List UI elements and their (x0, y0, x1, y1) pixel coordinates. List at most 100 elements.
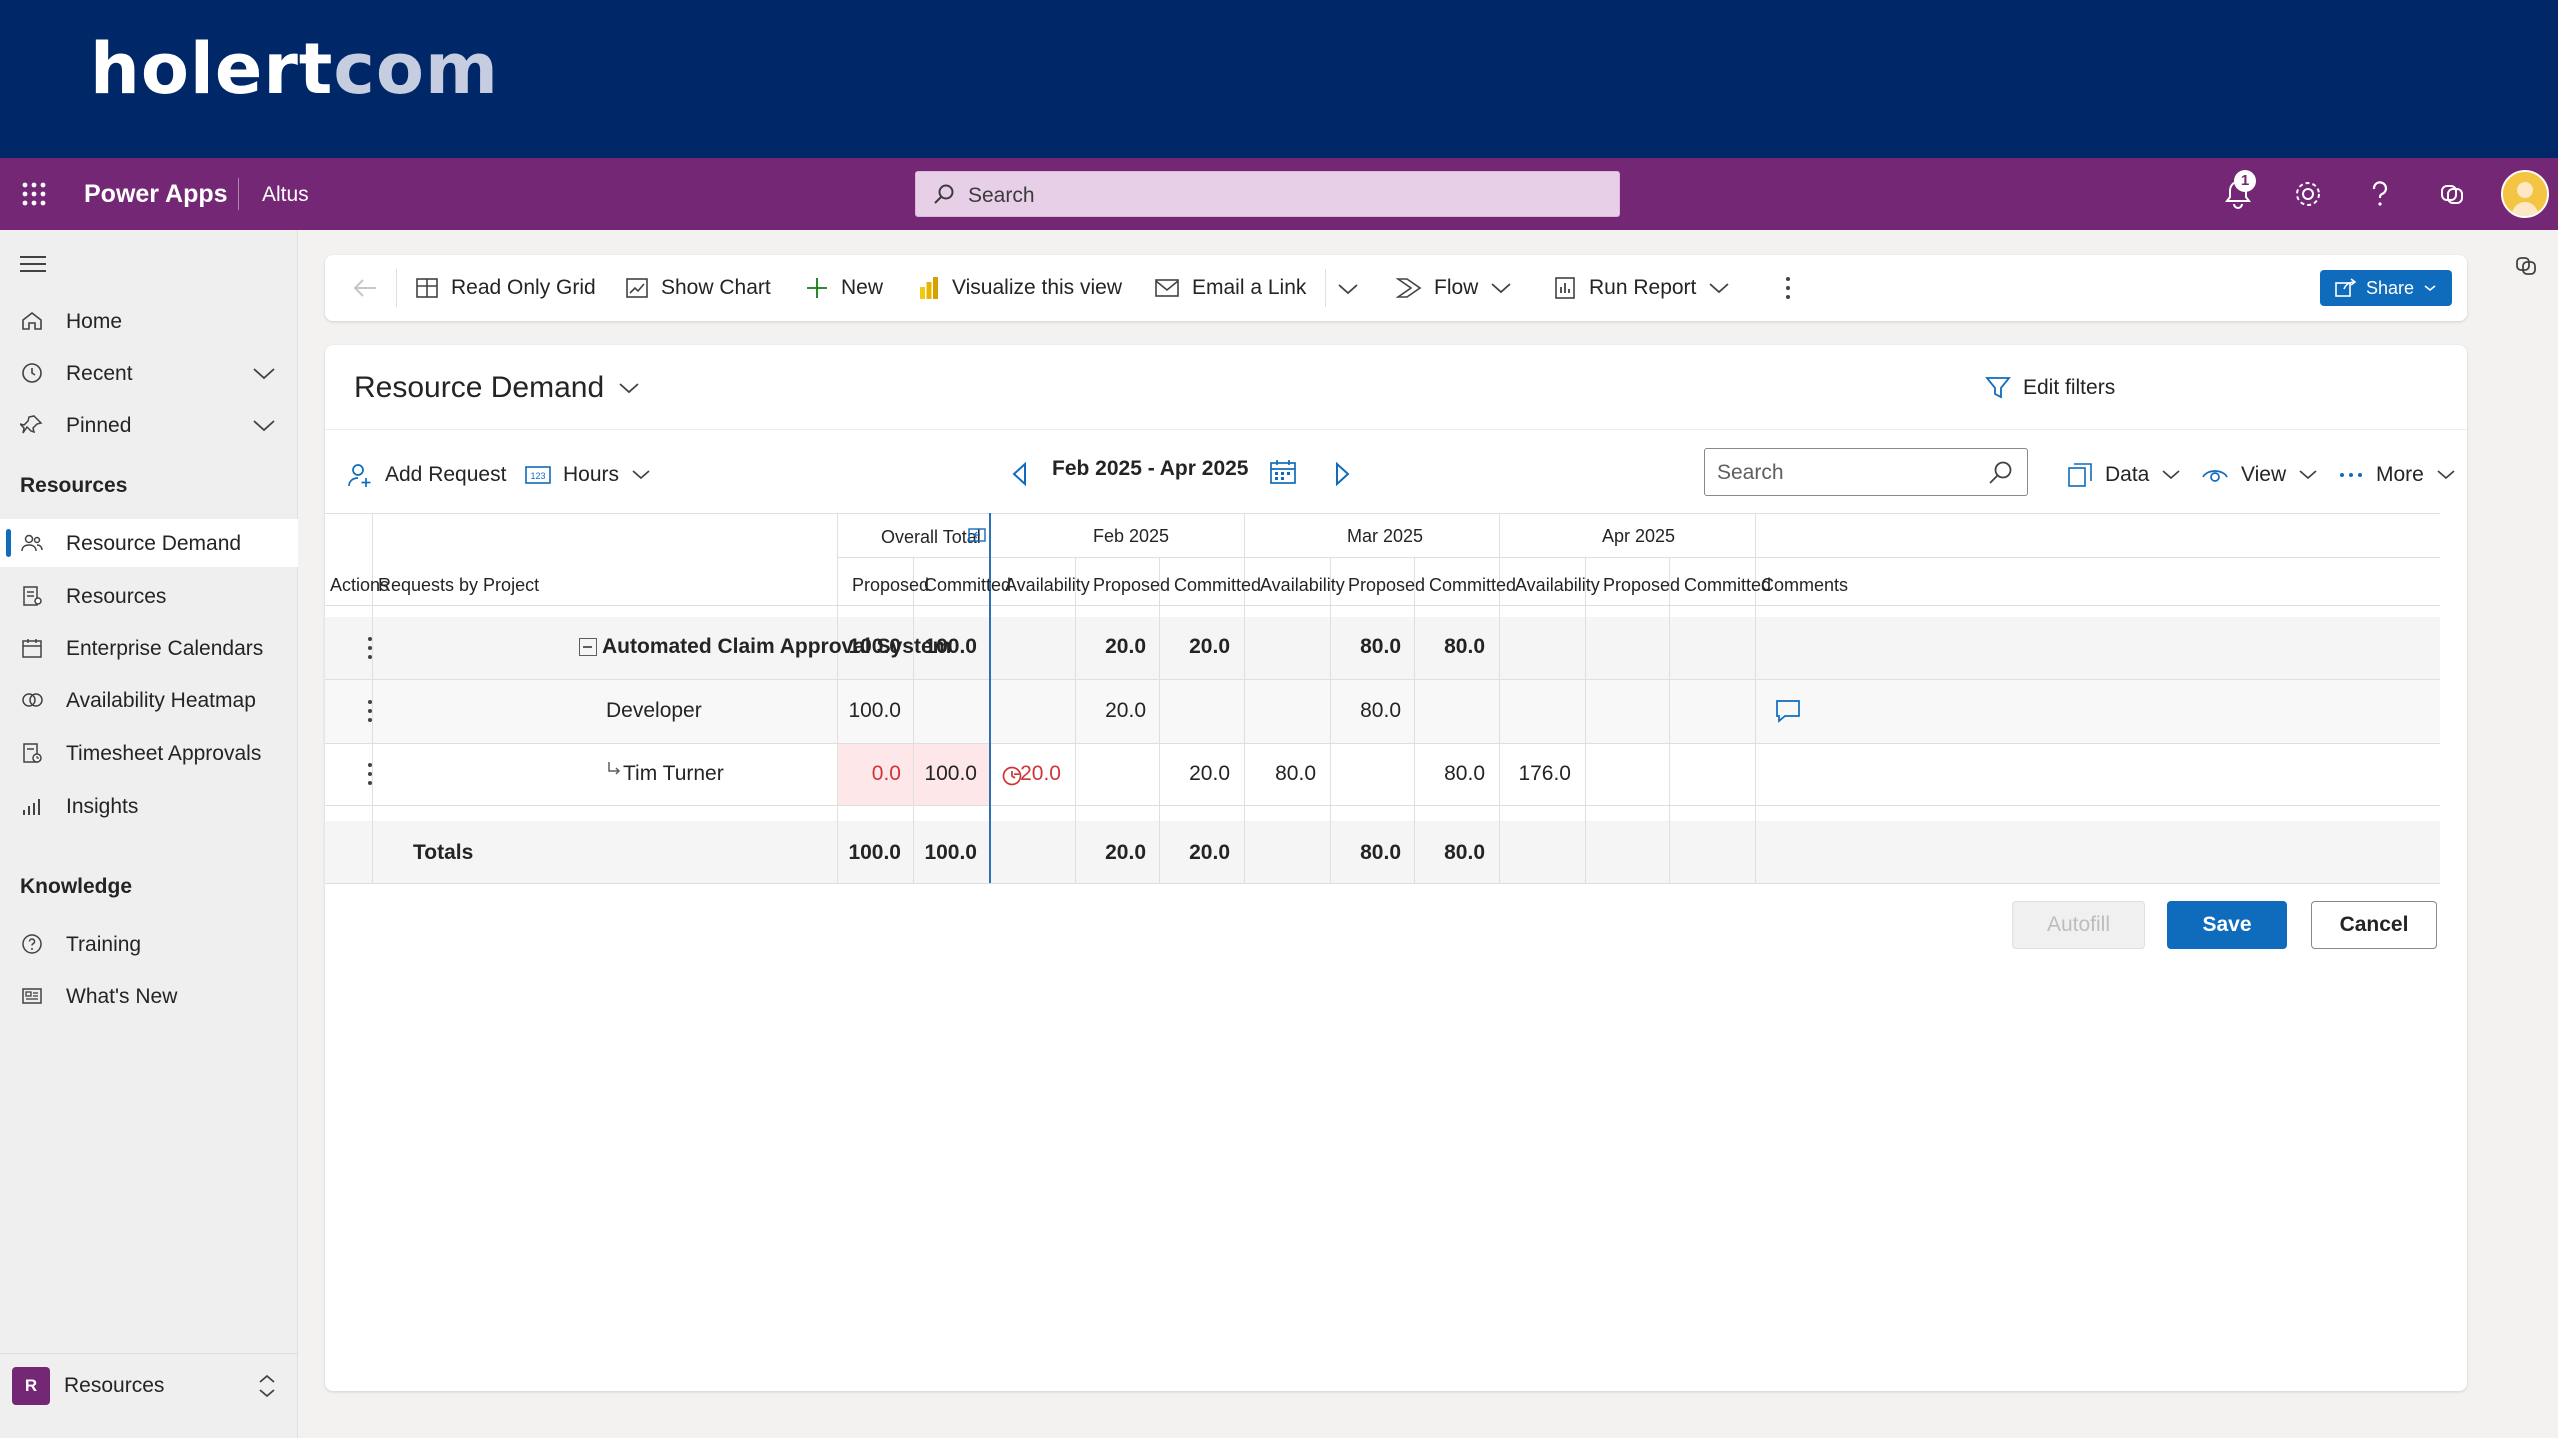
collapse-columns-icon[interactable] (968, 528, 986, 542)
cell-total-proposed[interactable]: 100.0 (848, 699, 901, 722)
autofill-button[interactable]: Autofill (2012, 901, 2145, 949)
app-name[interactable]: Power Apps (84, 180, 228, 208)
save-button[interactable]: Save (2167, 901, 2287, 949)
brand-banner: holertcom (0, 0, 2558, 158)
edit-filters-button[interactable]: Edit filters (1985, 375, 2115, 401)
cell-mar-proposed[interactable]: 80.0 (1360, 699, 1401, 722)
chart-line-icon (626, 278, 648, 298)
show-chart-button[interactable]: Show Chart (625, 255, 771, 321)
cell-feb-committed[interactable]: 20.0 (1189, 762, 1230, 785)
data-menu-button[interactable]: Data (2067, 455, 2181, 495)
sidebar-item-home[interactable]: Home (0, 297, 298, 345)
sidebar-item-timesheet-approvals[interactable]: Timesheet Approvals (0, 729, 298, 777)
chevron-down-icon (619, 383, 639, 394)
run-report-button[interactable]: Run Report (1553, 255, 1730, 321)
totals-feb-proposed: 20.0 (1105, 841, 1146, 864)
cell-feb-proposed[interactable]: 20.0 (1105, 699, 1146, 722)
sidebar-group-knowledge: Knowledge (20, 875, 133, 898)
edit-filters-label: Edit filters (2023, 376, 2116, 399)
grid-border (1585, 557, 1586, 883)
next-period-icon[interactable] (1332, 461, 1352, 487)
unit-selector[interactable]: 123 Hours (525, 455, 651, 495)
cell-total-proposed[interactable]: 0.0 (871, 762, 901, 785)
waffle-icon[interactable] (20, 180, 48, 208)
filter-icon (1985, 377, 2011, 399)
sidebar-item-recent[interactable]: Recent (0, 349, 298, 397)
resource-name[interactable]: Tim Turner (623, 762, 724, 785)
table-row-project[interactable] (325, 617, 2440, 679)
column-header-month: Mar 2025 (1347, 526, 1424, 546)
copilot-side-icon[interactable] (2512, 252, 2542, 282)
previous-period-icon[interactable] (1010, 461, 1030, 487)
grid-border (1755, 513, 1756, 883)
environment-name[interactable]: Altus (262, 183, 309, 206)
visualize-view-button[interactable]: Visualize this view (918, 255, 1122, 321)
gear-icon[interactable] (2290, 176, 2326, 212)
add-person-icon (348, 464, 371, 487)
grid-search-input[interactable]: Search (1704, 448, 2028, 496)
read-only-grid-button[interactable]: Read Only Grid (415, 255, 596, 321)
avatar[interactable] (2501, 170, 2549, 218)
table-row-resource[interactable] (325, 743, 2440, 805)
cell-total-committed[interactable]: 100.0 (924, 762, 977, 785)
sidebar-item-resource-demand[interactable]: Resource Demand (0, 519, 298, 567)
resource-list-icon (23, 586, 42, 606)
child-arrow-icon (608, 762, 621, 775)
view-selector[interactable]: Resource Demand (354, 371, 640, 405)
data-menu-label: Data (2105, 463, 2150, 486)
flow-button[interactable]: Flow (1396, 255, 1512, 321)
chevron-up-down-icon (259, 1374, 275, 1398)
collapse-icon[interactable] (579, 638, 597, 656)
email-icon (1155, 279, 1179, 297)
flow-label: Flow (1434, 276, 1479, 299)
more-vertical-icon[interactable] (1783, 275, 1793, 301)
role-name[interactable]: Developer (606, 699, 702, 722)
column-header-requests[interactable]: Requests by Project (378, 575, 540, 595)
run-report-label: Run Report (1589, 276, 1697, 299)
news-icon (22, 988, 42, 1004)
table-row-totals (325, 821, 2440, 883)
table-row-role[interactable] (325, 679, 2440, 743)
copilot-icon[interactable] (2434, 176, 2470, 212)
row-actions-icon[interactable] (360, 696, 380, 726)
sidebar-item-availability-heatmap[interactable]: Availability Heatmap (0, 676, 298, 724)
cell-apr-availability: 176.0 (1518, 762, 1571, 785)
share-button[interactable]: Share (2320, 270, 2452, 306)
cell-mar-committed: 80.0 (1444, 635, 1485, 658)
sidebar-item-label: Training (66, 933, 142, 956)
subheader-proposed: Proposed (1093, 575, 1171, 595)
sidebar-item-pinned[interactable]: Pinned (0, 401, 298, 449)
comment-icon[interactable] (1775, 699, 1801, 723)
sidebar-item-whats-new[interactable]: What's New (0, 972, 298, 1020)
help-icon[interactable] (2362, 176, 2398, 212)
cancel-button[interactable]: Cancel (2311, 901, 2437, 949)
add-request-button[interactable]: Add Request (347, 455, 506, 495)
unit-label: Hours (563, 463, 620, 486)
project-name[interactable]: Automated Claim Approval System (602, 635, 952, 658)
cell-mar-committed[interactable]: 80.0 (1444, 762, 1485, 785)
chevron-down-icon (2437, 470, 2455, 480)
area-switcher[interactable]: R Resources (0, 1353, 298, 1417)
column-header-actions: Actions (330, 575, 390, 595)
global-search-input[interactable]: Search (915, 171, 1620, 217)
sidebar-item-label: Recent (66, 362, 133, 385)
row-actions-icon[interactable] (360, 633, 380, 663)
email-link-button[interactable]: Email a Link (1154, 255, 1306, 321)
sidebar-item-training[interactable]: Training (0, 920, 298, 968)
frozen-column-divider[interactable] (989, 513, 991, 883)
sidebar-item-resources[interactable]: Resources (0, 572, 298, 620)
row-actions-icon[interactable] (360, 759, 380, 789)
back-arrow-icon[interactable] (352, 277, 378, 299)
sidebar-item-insights[interactable]: Insights (0, 782, 298, 830)
more-menu-button[interactable]: More (2338, 455, 2456, 495)
command-divider (1325, 269, 1326, 307)
sidebar-item-label: Resources (66, 585, 167, 608)
new-button[interactable]: New (805, 255, 883, 321)
view-menu-button[interactable]: View (2201, 455, 2318, 495)
hamburger-icon[interactable] (20, 254, 46, 274)
cell-feb-proposed: 20.0 (1105, 635, 1146, 658)
chevron-down-icon[interactable] (1337, 281, 1359, 297)
sidebar-item-enterprise-calendars[interactable]: Enterprise Calendars (0, 624, 298, 672)
chevron-down-icon (2299, 470, 2317, 480)
calendar-picker-icon[interactable] (1269, 458, 1297, 486)
